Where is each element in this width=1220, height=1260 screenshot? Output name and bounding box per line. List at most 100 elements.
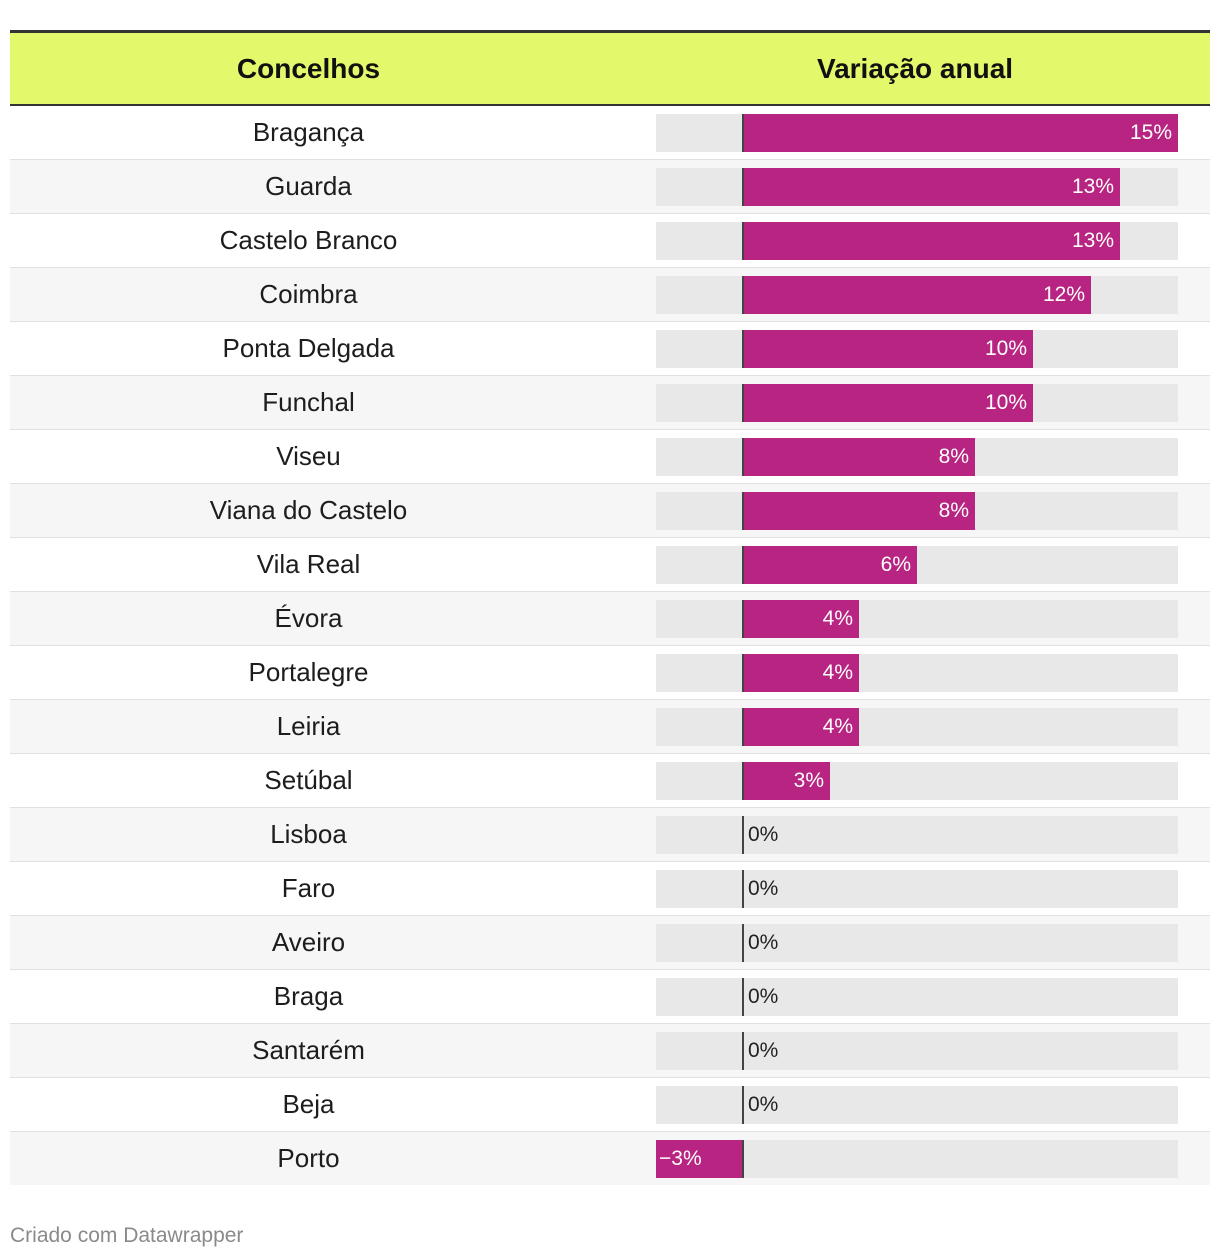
concelho-name: Ponta Delgada xyxy=(222,333,395,363)
bar xyxy=(743,384,1033,422)
bar-track: 3% xyxy=(656,762,1178,800)
value-label: 13% xyxy=(1071,229,1114,252)
bar-track: 8% xyxy=(656,438,1178,476)
bar-track: 8% xyxy=(656,492,1178,530)
bar-track: 0% xyxy=(656,924,1178,962)
concelho-name: Évora xyxy=(274,603,343,633)
value-label: 3% xyxy=(793,769,824,792)
bar-track: 6% xyxy=(656,546,1178,584)
value-label: 4% xyxy=(822,661,853,684)
zero-axis-line xyxy=(742,978,744,1016)
zero-axis-line xyxy=(742,492,744,530)
bar xyxy=(656,1140,743,1178)
table-row: Lisboa 0% xyxy=(10,808,1210,862)
value-label: 0% xyxy=(748,1039,779,1062)
concelho-name: Bragança xyxy=(252,117,365,147)
table-row: Évora 4% xyxy=(10,592,1210,646)
bar xyxy=(743,276,1091,314)
zero-axis-line xyxy=(742,762,744,800)
zero-axis-line xyxy=(742,114,744,152)
bar-track: 0% xyxy=(656,1032,1178,1070)
zero-axis-line xyxy=(742,870,744,908)
bar-track: 4% xyxy=(656,654,1178,692)
value-label: 4% xyxy=(822,715,853,738)
concelho-name: Leiria xyxy=(276,711,341,741)
bar xyxy=(743,708,859,746)
bar-track: 0% xyxy=(656,870,1178,908)
value-label: 0% xyxy=(748,877,779,900)
value-label: 0% xyxy=(748,823,779,846)
credit-link[interactable]: Criado com Datawrapper xyxy=(10,1224,244,1247)
bar-track: 0% xyxy=(656,1086,1178,1124)
column-header-concelhos[interactable]: Concelhos xyxy=(236,53,381,84)
table-row: Portalegre 4% xyxy=(10,646,1210,700)
bar-track: 4% xyxy=(656,708,1178,746)
bar xyxy=(743,330,1033,368)
value-label: 8% xyxy=(938,445,969,468)
table-row: Leiria 4% xyxy=(10,700,1210,754)
table-row: Viana do Castelo 8% xyxy=(10,484,1210,538)
bar-track: 0% xyxy=(656,978,1178,1016)
zero-axis-line xyxy=(742,816,744,854)
table-row: Setúbal 3% xyxy=(10,754,1210,808)
value-label: 0% xyxy=(748,931,779,954)
concelho-name: Lisboa xyxy=(270,819,347,849)
table-row: Faro 0% xyxy=(10,862,1210,916)
bar xyxy=(743,168,1120,206)
concelho-name: Faro xyxy=(281,873,336,903)
zero-axis-line xyxy=(742,1032,744,1070)
value-label: 4% xyxy=(822,607,853,630)
bar xyxy=(743,600,859,638)
table-row: Bragança 15% xyxy=(10,106,1210,160)
zero-axis-line xyxy=(742,384,744,422)
concelho-name: Vila Real xyxy=(256,549,361,579)
table-row: Coimbra 12% xyxy=(10,268,1210,322)
bar-track: 13% xyxy=(656,168,1178,206)
concelho-name: Beja xyxy=(282,1089,335,1119)
table-row: Aveiro 0% xyxy=(10,916,1210,970)
column-header-variacao-anual[interactable]: Variação anual xyxy=(816,53,1014,84)
table-row: Castelo Branco 13% xyxy=(10,214,1210,268)
concelho-name: Santarém xyxy=(252,1035,365,1065)
zero-axis-line xyxy=(742,222,744,260)
table-row: Braga 0% xyxy=(10,970,1210,1024)
bar-track: 10% xyxy=(656,384,1178,422)
value-label: 13% xyxy=(1071,175,1114,198)
concelho-name: Viseu xyxy=(276,441,341,471)
zero-axis-line xyxy=(742,708,744,746)
bar-track: 12% xyxy=(656,276,1178,314)
value-label: 12% xyxy=(1042,283,1085,306)
bar-track: 10% xyxy=(656,330,1178,368)
table-row: Vila Real 6% xyxy=(10,538,1210,592)
bar-track: 4% xyxy=(656,600,1178,638)
concelho-name: Aveiro xyxy=(271,927,346,957)
table-row: Porto −3% xyxy=(10,1132,1210,1185)
table-body: Bragança 15% Guarda 13% Castelo Branco 13% Coi… xyxy=(10,106,1210,1185)
bar xyxy=(743,114,1178,152)
bar xyxy=(743,492,975,530)
zero-axis-line xyxy=(742,1086,744,1124)
bar-track: 15% xyxy=(656,114,1178,152)
value-label: −3% xyxy=(659,1147,702,1170)
concelho-name: Guarda xyxy=(265,171,352,201)
value-label: 6% xyxy=(880,553,911,576)
value-label: 8% xyxy=(938,499,969,522)
bar xyxy=(743,654,859,692)
value-label: 0% xyxy=(748,1093,779,1116)
zero-axis-line xyxy=(742,924,744,962)
zero-axis-line xyxy=(742,600,744,638)
table-header: Concelhos Variação anual xyxy=(10,33,1210,106)
bar-track: 13% xyxy=(656,222,1178,260)
concelho-name: Portalegre xyxy=(248,657,369,687)
value-label: 10% xyxy=(984,391,1027,414)
concelho-name: Funchal xyxy=(262,387,355,417)
value-label: 15% xyxy=(1129,121,1172,144)
zero-axis-line xyxy=(742,276,744,314)
concelho-name: Braga xyxy=(273,981,344,1011)
table-row: Santarém 0% xyxy=(10,1024,1210,1078)
zero-axis-line xyxy=(742,1140,744,1178)
value-label: 10% xyxy=(984,337,1027,360)
concelho-name: Coimbra xyxy=(259,279,358,309)
zero-axis-line xyxy=(742,438,744,476)
bar xyxy=(743,546,917,584)
